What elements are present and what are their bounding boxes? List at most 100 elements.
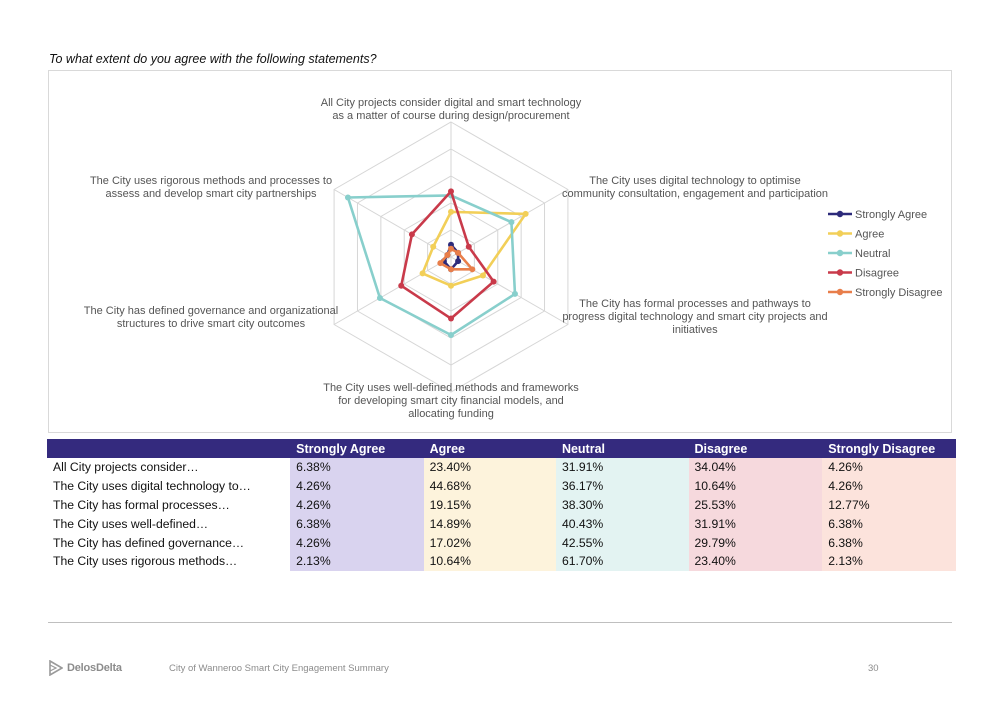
data-point (465, 243, 472, 250)
data-point (448, 331, 454, 338)
question-heading: To what extent do you agree with the fol… (49, 52, 377, 66)
table-cell: 6.38% (290, 458, 424, 477)
row-label: The City uses well-defined… (47, 514, 291, 534)
table-cell: 10.64% (423, 551, 556, 571)
data-point (508, 219, 515, 226)
data-point (419, 270, 426, 277)
data-point (469, 266, 476, 273)
data-point (522, 210, 529, 217)
axis-label-line: assess and develop smart city partnershi… (106, 188, 317, 200)
data-point (479, 272, 486, 279)
table-header-cell: Strongly Disagree (822, 439, 956, 458)
table-cell: 31.91% (688, 514, 823, 534)
axis-label-line: initiatives (672, 324, 718, 336)
axis-label-line: All City projects consider digital and s… (321, 97, 582, 109)
data-point (448, 188, 454, 195)
data-point (430, 243, 437, 250)
table-cell: 29.79% (688, 533, 823, 552)
axis-label: The City has defined governance and orga… (84, 305, 338, 330)
row-label: The City uses rigorous methods… (47, 551, 291, 571)
table-cell: 6.38% (822, 514, 956, 534)
data-point (490, 278, 497, 285)
data-point (448, 315, 454, 322)
legend-swatch-marker (836, 288, 844, 296)
legend-swatch-marker (836, 210, 844, 218)
axis-label-line: The City has formal processes and pathwa… (579, 298, 811, 310)
radar-chart: All City projects consider digital and s… (84, 97, 943, 420)
row-label: The City uses digital technology to… (47, 476, 291, 496)
axis-label: All City projects consider digital and s… (321, 97, 582, 122)
table-row: The City uses well-defined… 6.38% 14.89% 40… (47, 514, 956, 534)
data-point (448, 208, 454, 215)
axis-label: The City uses rigorous methods and proce… (90, 175, 332, 200)
data-point (455, 258, 462, 265)
table-cell: 34.04% (688, 458, 823, 477)
table-cell: 23.40% (423, 458, 556, 477)
table-cell: 4.26% (290, 533, 424, 552)
table-cell: 19.15% (423, 495, 556, 515)
table-header-cell (47, 439, 291, 458)
table-cell: 12.77% (822, 495, 956, 515)
axis-label-line: The City uses digital technology to opti… (589, 175, 801, 187)
axis-label-line: The City has defined governance and orga… (84, 305, 338, 317)
radar-chart-panel: All City projects consider digital and s… (48, 70, 952, 433)
legend-swatch-marker (836, 269, 844, 276)
data-point (455, 249, 462, 256)
table-cell: 4.26% (822, 476, 956, 496)
data-point (448, 245, 454, 252)
data-point (448, 266, 454, 273)
axis-label-line: progress digital technology and smart ci… (562, 311, 827, 323)
data-point (511, 290, 518, 297)
table-body: All City projects consider… 6.38% 23.40% 31… (47, 458, 956, 571)
table-cell: 2.13% (290, 551, 424, 571)
data-point (344, 194, 351, 201)
table-row: The City has defined governance… 4.26% 17.… (47, 533, 956, 552)
logo-triangle-icon (49, 660, 63, 676)
legend-label: Agree (855, 229, 884, 241)
page-number: 30 (868, 663, 879, 674)
table-cell: 6.38% (290, 514, 424, 534)
data-point (398, 282, 405, 289)
data-point (408, 231, 415, 238)
table-cell: 61.70% (555, 551, 689, 571)
delosdelta-logo: DelosDelta (49, 660, 122, 676)
table-row: All City projects consider… 6.38% 23.40% 31… (47, 458, 956, 477)
axis-label-line: for developing smart city financial mode… (338, 395, 564, 407)
table-cell: 42.55% (555, 533, 689, 552)
table-cell: 4.26% (290, 495, 424, 515)
table-row: The City has formal processes… 4.26% 19.15… (47, 495, 956, 515)
legend-swatch-marker (836, 249, 844, 257)
table-cell: 31.91% (555, 458, 689, 477)
legend-label: Neutral (855, 248, 890, 260)
row-label: All City projects consider… (47, 458, 291, 477)
axis-label-line: structures to drive smart city outcomes (117, 318, 306, 330)
row-label: The City has defined governance… (47, 533, 291, 552)
axis-label-line: as a matter of course during design/proc… (332, 110, 569, 122)
table-cell: 44.68% (423, 476, 556, 496)
row-label: The City has formal processes… (47, 495, 291, 515)
table-header-cell: Agree (423, 439, 556, 458)
table-cell: 14.89% (423, 514, 556, 534)
table-header-row: Strongly Agree Agree Neutral Disagree Strong… (47, 439, 956, 458)
axis-label-line: The City uses well-defined methods and f… (323, 382, 579, 394)
table-cell: 4.26% (290, 476, 424, 496)
legend-label: Disagree (855, 268, 899, 280)
data-point (444, 251, 451, 258)
responses-table: Strongly Agree Agree Neutral Disagree Strong… (47, 439, 956, 571)
table-row: The City uses digital technology to… 4.26… (47, 476, 956, 496)
logo-text: DelosDelta (67, 662, 122, 674)
table-header-cell: Neutral (555, 439, 689, 458)
axis-label-line: The City uses rigorous methods and proce… (90, 175, 332, 187)
table-cell: 4.26% (822, 458, 956, 477)
table-row: The City uses rigorous methods… 2.13% 10.6… (47, 551, 956, 571)
axis-label-line: community consultation, engagement and p… (562, 188, 828, 200)
axis-label-line: allocating funding (408, 408, 494, 420)
legend-label: Strongly Agree (855, 209, 927, 221)
radar-spoke (450, 256, 569, 325)
table-cell: 17.02% (423, 533, 556, 552)
table-cell: 25.53% (688, 495, 823, 515)
legend-swatch-marker (836, 230, 844, 237)
legend-label: Strongly Disagree (855, 287, 942, 299)
radar-spoke (333, 256, 452, 325)
data-point (448, 282, 454, 289)
